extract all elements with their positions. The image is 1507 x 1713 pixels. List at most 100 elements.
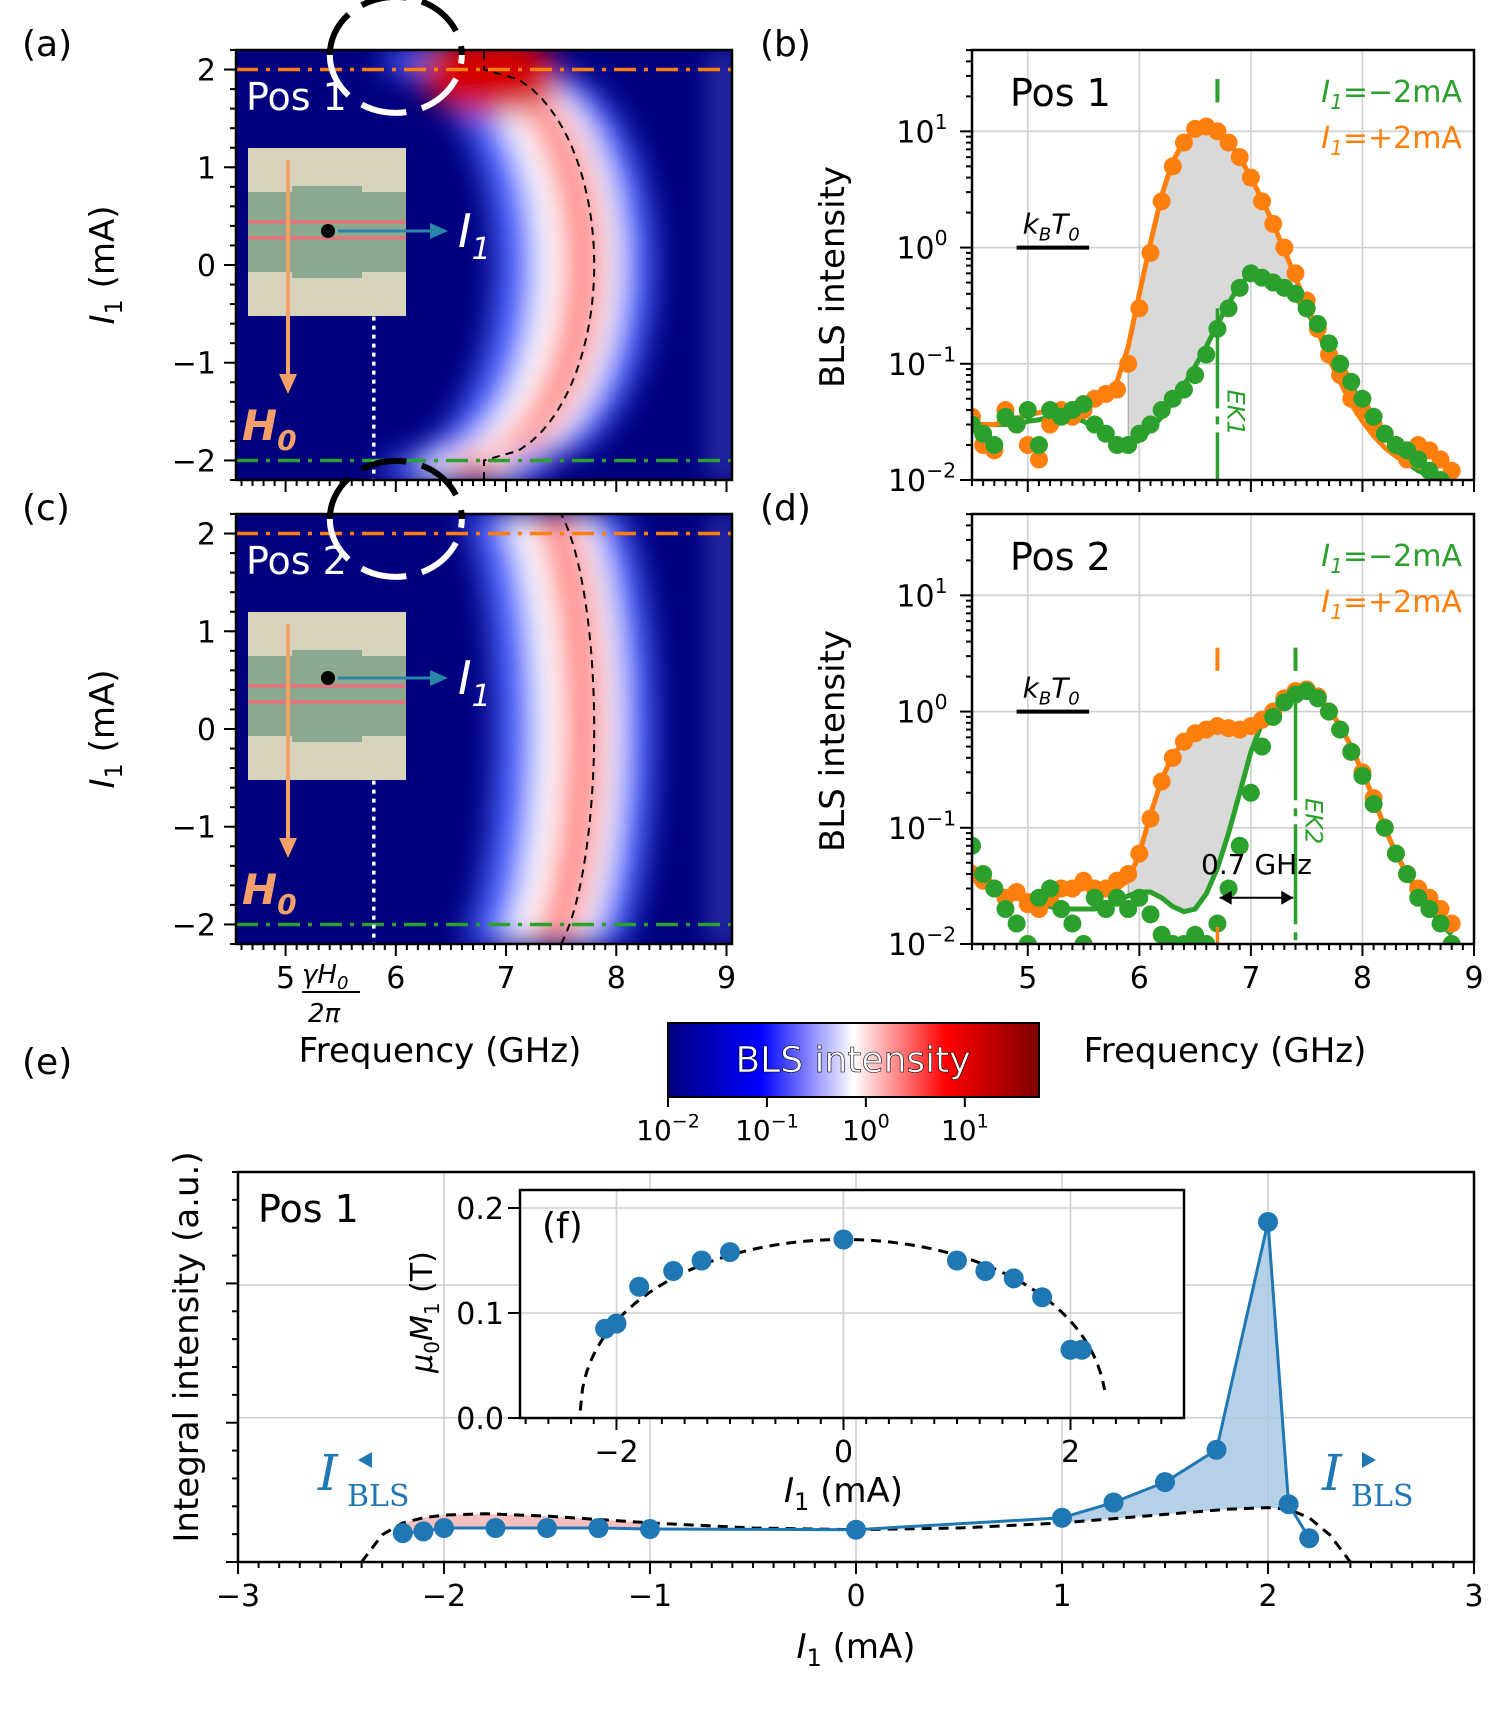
data-point-d-neg <box>1108 888 1127 907</box>
ylabel-f: μ0M1 (T) <box>405 1251 444 1374</box>
colorbar-tick-label: 10−1 <box>735 1110 799 1147</box>
data-point-d-neg <box>996 900 1015 919</box>
ytick-label-c: 1 <box>197 615 216 650</box>
ytick-label-d: 101 <box>896 574 947 615</box>
ytick-label-d: 100 <box>896 690 947 731</box>
data-point-b-neg <box>1286 284 1305 303</box>
ylabel-c: I1 (mA) <box>83 669 128 788</box>
data-point-e <box>1103 1492 1124 1513</box>
data-point-f <box>606 1313 627 1334</box>
ibls-right-arrow-icon <box>1362 1452 1376 1468</box>
data-point-b-neg <box>1375 424 1394 443</box>
colorbar-tick-label: 100 <box>842 1110 890 1147</box>
data-point-b-neg <box>1364 407 1383 426</box>
heatmap-a-edge <box>714 50 732 480</box>
xlabel-d: Frequency (GHz) <box>1084 1031 1367 1071</box>
data-point-d-neg <box>1052 900 1071 919</box>
data-point-e <box>588 1518 609 1538</box>
device-pad-bottom-a <box>292 278 362 316</box>
highlight-circle-top-a <box>326 0 465 55</box>
data-point-b-pos <box>1431 450 1450 469</box>
data-point-b-pos <box>1275 238 1294 257</box>
highlight-circle-top-c <box>326 457 465 519</box>
xtick-label-f: 2 <box>1061 1435 1080 1470</box>
data-point-f <box>691 1250 712 1271</box>
xtick-label-c: 9 <box>717 961 736 996</box>
data-point-d-neg <box>1241 783 1260 802</box>
measurement-dot-a <box>321 224 335 238</box>
data-point-b-neg <box>1141 415 1160 434</box>
data-point-e <box>846 1519 866 1540</box>
data-point-b-pos <box>1029 450 1048 469</box>
data-point-d-neg <box>1375 818 1394 837</box>
colorbar-tick-label: 101 <box>941 1110 989 1147</box>
spectrum-panel-b: EK1 kBT0 Pos 1 I1=−2mA I1=+2mA 10−2 10−1 100 10… <box>813 48 1476 499</box>
legend-entry-b-1: I1=+2mA <box>1321 121 1462 160</box>
device-pad-a-2 <box>248 272 292 316</box>
data-point-b-neg <box>1219 299 1238 318</box>
xtick-label-e: −2 <box>422 1579 466 1614</box>
data-point-d-neg <box>1219 879 1238 898</box>
ibls-left-sub: BLS <box>347 1479 410 1514</box>
ytick-label-a: 2 <box>197 54 216 89</box>
data-point-b-neg <box>974 424 993 443</box>
data-point-b-pos <box>1286 264 1305 283</box>
legend-entry-b-0: I1=−2mA <box>1321 75 1462 114</box>
data-point-d-neg <box>1007 914 1026 933</box>
ylabel-e: Integral intensity (a.u.) <box>167 1151 207 1542</box>
inset-panel-f: 0.0 0.1 0.2 −2 0 2 I1 (mA) μ0M1 (T) (f) <box>405 1188 1186 1516</box>
data-point-b-neg <box>1331 354 1350 373</box>
panel-label-f: (f) <box>542 1206 583 1247</box>
data-point-d-neg <box>1264 707 1283 726</box>
device-pad-c-0 <box>248 612 292 656</box>
data-point-b-neg <box>1096 424 1115 443</box>
xtick-label-e: 1 <box>1052 1579 1071 1614</box>
device-pad-top-a <box>292 148 362 186</box>
ytick-label-a: −1 <box>172 347 216 382</box>
data-point-b-neg <box>1431 471 1450 480</box>
device-pad-c-2 <box>248 736 292 780</box>
data-point-b-pos <box>1108 380 1127 399</box>
label-e-pos: Pos 1 <box>258 1187 359 1231</box>
data-point-b-pos <box>1241 168 1260 187</box>
xtick-label-d: 8 <box>1353 961 1372 996</box>
current-label-c: I1 <box>458 651 491 714</box>
heatmap-a-image <box>236 50 732 480</box>
xtick-label-d: 5 <box>1018 961 1037 996</box>
shade-left-e <box>402 1513 650 1534</box>
ytick-label-c: 2 <box>197 518 216 553</box>
data-point-d-neg <box>1319 702 1338 721</box>
ytick-label-f: 0.0 <box>456 1402 504 1437</box>
data-point-b-neg <box>985 436 1004 455</box>
data-point-f <box>1032 1287 1053 1308</box>
data-point-b-neg <box>1186 366 1205 385</box>
data-point-d-neg <box>1331 720 1350 739</box>
data-point-b-pos <box>1208 122 1227 141</box>
gap-arrowhead-right-d <box>1281 890 1294 905</box>
ylabel-b: BLS intensity <box>813 166 853 388</box>
data-point-b-neg <box>1297 299 1316 318</box>
current-arrowhead-c <box>430 670 448 686</box>
data-point-b-neg <box>1230 278 1249 297</box>
gamma-h0-numerator-sub: 0 <box>337 973 348 994</box>
data-point-b-neg <box>1319 334 1338 353</box>
data-point-d-pos <box>1163 748 1182 767</box>
ytick-label-b: 100 <box>896 226 947 267</box>
data-point-b-pos <box>1253 192 1272 211</box>
spectrum-panel-d: EK2 0.7 GHz kBT0 Pos 2 I1=−2mA I1=+2mA 10−2 10… <box>813 512 1484 996</box>
data-point-d-neg <box>1431 914 1450 933</box>
xtick-label-e: 3 <box>1464 1579 1483 1614</box>
xtick-label-d: 9 <box>1464 961 1483 996</box>
device-pad-top-c <box>292 612 362 650</box>
data-point-b-neg <box>1409 450 1428 469</box>
data-point-b-pos <box>1219 133 1238 152</box>
data-point-e <box>1258 1212 1278 1232</box>
xtick-label-c: 7 <box>496 961 515 996</box>
data-point-e <box>485 1518 506 1538</box>
xtick-label-e: 0 <box>846 1579 865 1614</box>
data-point-d-pos <box>1141 809 1160 828</box>
ytick-label-d: 10−2 <box>888 923 956 964</box>
data-point-b-pos <box>1230 148 1249 167</box>
data-point-e <box>413 1521 434 1542</box>
